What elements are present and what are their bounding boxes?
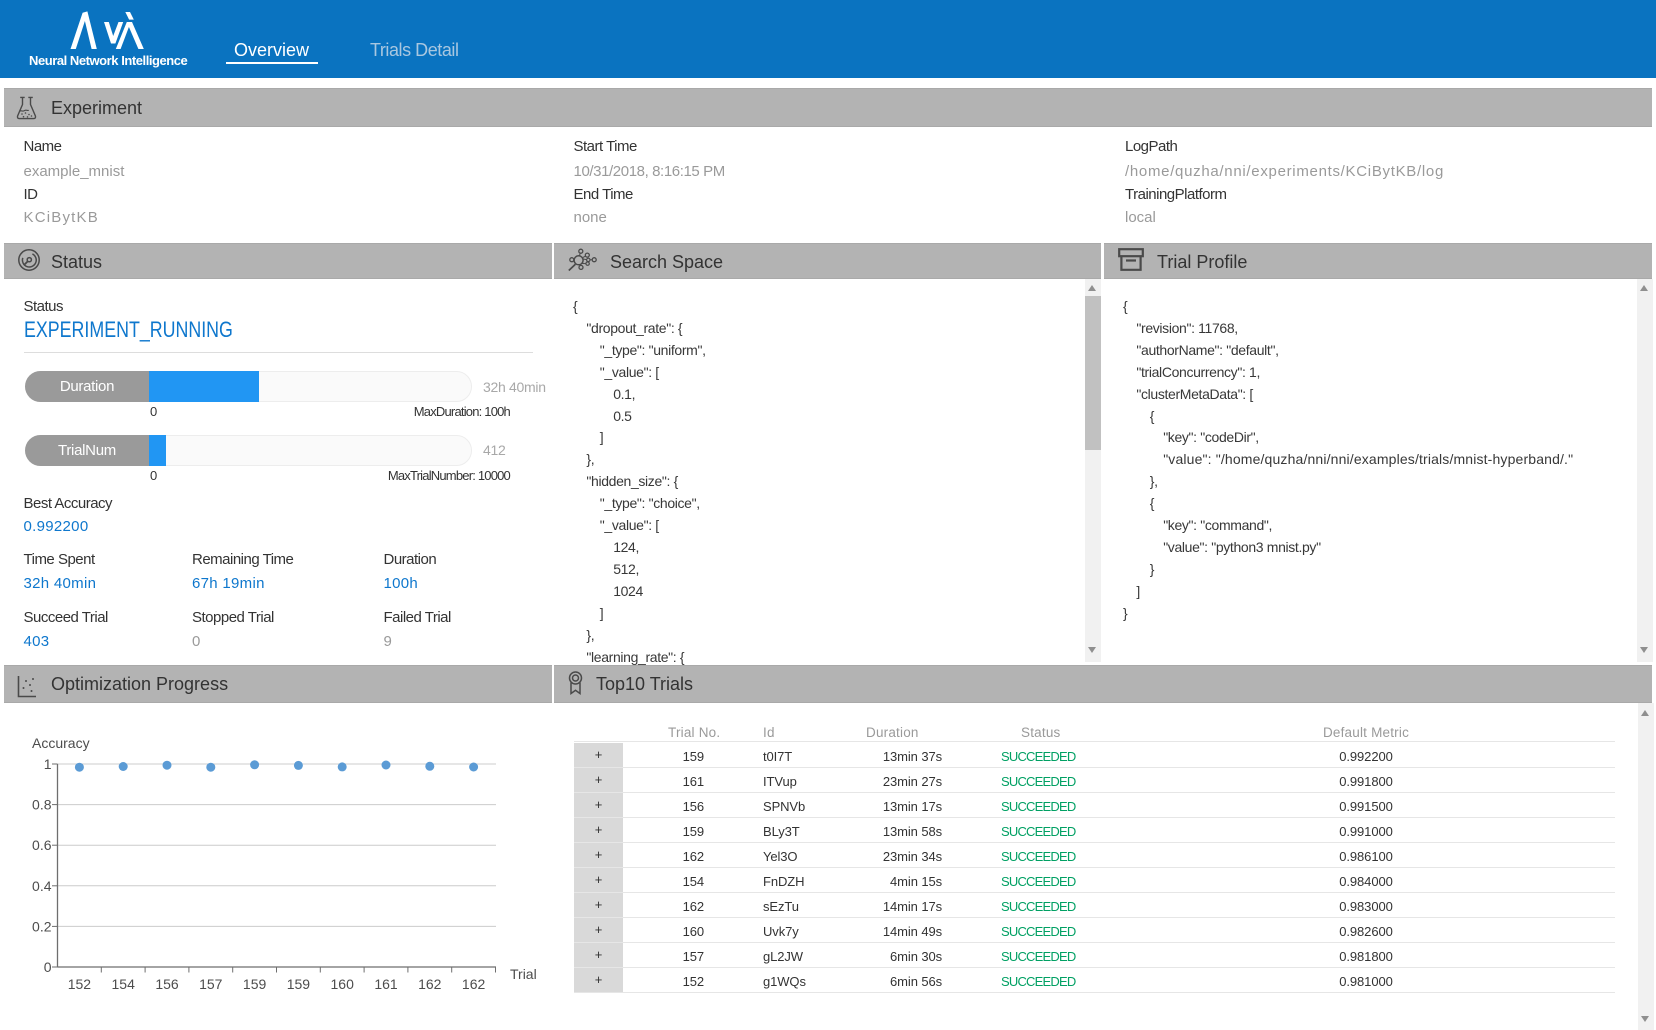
svg-text:Accuracy: Accuracy (32, 735, 90, 751)
svg-text:162: 162 (418, 976, 442, 992)
svg-text:157: 157 (199, 976, 223, 992)
svg-text:161: 161 (374, 976, 398, 992)
svg-text:154: 154 (112, 976, 136, 992)
svg-text:159: 159 (243, 976, 267, 992)
svg-text:162: 162 (462, 976, 486, 992)
svg-text:0.6: 0.6 (32, 837, 52, 853)
svg-text:0.2: 0.2 (32, 918, 52, 934)
svg-text:152: 152 (68, 976, 92, 992)
svg-text:159: 159 (287, 976, 311, 992)
svg-text:156: 156 (155, 976, 179, 992)
svg-text:1: 1 (44, 756, 52, 772)
svg-text:0.4: 0.4 (32, 878, 52, 894)
svg-text:Trial: Trial (510, 966, 537, 982)
svg-text:0: 0 (44, 959, 52, 975)
svg-text:160: 160 (331, 976, 355, 992)
svg-text:0.8: 0.8 (32, 797, 52, 813)
